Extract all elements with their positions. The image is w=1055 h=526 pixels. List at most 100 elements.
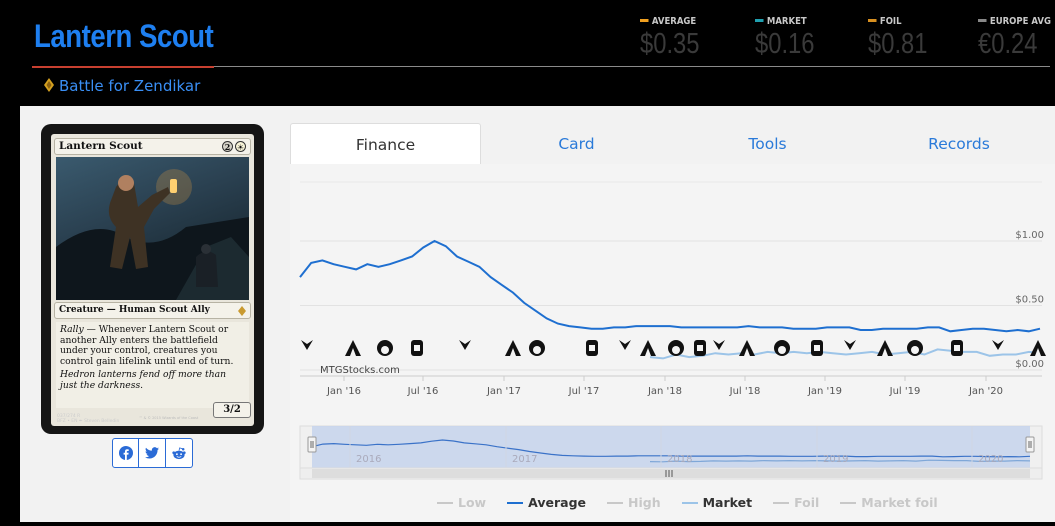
legend-label: Market foil [861, 495, 938, 510]
header-divider-accent [32, 66, 214, 68]
header: Lantern Scout AVERAGE $0.35 MARKET $0.16 FOI… [0, 0, 1055, 106]
series-average-line [299, 239, 1041, 333]
price-label: FOIL [868, 16, 930, 27]
navigator-tick-label: 2018 [667, 454, 692, 465]
price-value: $0.35 [640, 28, 700, 60]
price-label-text: MARKET [766, 16, 807, 27]
share-facebook-button[interactable] [112, 438, 139, 468]
x-tick-label: Jan '18 [647, 386, 682, 397]
navigator-tick-label: 2020 [978, 454, 1003, 465]
x-tick-label: Jan '20 [968, 386, 1003, 397]
chart-legend: Low Average High Market Foil Market foil [437, 495, 959, 510]
x-tick-label: Jul '17 [568, 386, 600, 397]
collector-artist: BFZ • EN ✒ Steven Belledin [57, 419, 120, 424]
x-tick-label: Jul '18 [729, 386, 761, 397]
set-release-flag-icon[interactable] [907, 340, 923, 356]
card-rules-text: Rally — Whenever Lantern Scout or anothe… [60, 324, 234, 367]
y-tick-label: $0.50 [1015, 295, 1044, 306]
price-color-swatch [755, 19, 764, 22]
x-tick-label: Jul '19 [889, 386, 921, 397]
series-market-line [649, 348, 1043, 360]
tab-card[interactable]: Card [558, 135, 595, 153]
legend-item-foil[interactable]: Foil [773, 495, 819, 510]
price-label-text: EUROPE AVG [989, 16, 1051, 27]
set-release-flag-icon[interactable] [844, 340, 856, 352]
artwork-illustration [56, 169, 249, 300]
price-label-text: AVERAGE [651, 16, 697, 27]
price-value: €0.24 [978, 28, 1038, 60]
legend-item-market-foil[interactable]: Market foil [840, 495, 938, 510]
reddit-icon [172, 446, 186, 459]
set-release-flag-icon[interactable] [529, 340, 545, 356]
set-name: Battle for Zendikar [59, 77, 201, 95]
mana-cost: 2 ☀ [222, 141, 246, 152]
legend-label: Foil [794, 495, 820, 510]
mana-generic-icon: 2 [222, 141, 233, 152]
set-release-flag-icon[interactable] [992, 340, 1004, 352]
set-release-flag-icon[interactable] [345, 340, 361, 356]
navigator-tick-label: 2016 [356, 454, 381, 465]
navigator-handle-left[interactable] [307, 436, 317, 453]
set-release-flag-icon[interactable] [377, 340, 393, 356]
legend-item-high[interactable]: High [607, 495, 661, 510]
navigator-tick-label: 2019 [823, 454, 848, 465]
share-twitter-button[interactable] [139, 438, 166, 468]
price-color-swatch [640, 19, 649, 22]
set-release-flag-icon[interactable] [411, 340, 423, 356]
set-release-flag-icon[interactable] [301, 340, 313, 352]
card-image[interactable]: Lantern Scout 2 ☀ Creature — Human Scout… [41, 124, 264, 434]
price-history-chart[interactable]: $1.00 $0.50 $0.00 Jan '16 Jul '16 Jan '17 Jul … [290, 164, 1055, 522]
set-release-flag-icon[interactable] [459, 340, 471, 352]
scrollbar-thumb [312, 469, 1030, 478]
legend-item-average[interactable]: Average [507, 495, 586, 510]
share-reddit-button[interactable] [166, 438, 193, 468]
legend-swatch [773, 501, 790, 504]
x-tick-label: Jan '19 [807, 386, 842, 397]
set-release-flag-icon[interactable] [694, 340, 706, 356]
set-release-flag-icon[interactable] [739, 340, 755, 356]
price-label: EUROPE AVG [978, 16, 1051, 27]
rules-text-body: Whenever Lantern Scout or another Ally e… [60, 324, 234, 367]
tab-records[interactable]: Records [928, 135, 990, 153]
set-release-flag-icon[interactable] [668, 340, 684, 356]
set-release-flag-icon[interactable] [713, 340, 725, 352]
set-release-flag-icon[interactable] [951, 340, 963, 356]
x-tick-label: Jan '17 [486, 386, 521, 397]
set-release-flag-icon[interactable] [619, 340, 631, 352]
legend-swatch [607, 501, 623, 504]
tab-finance[interactable]: Finance [290, 123, 481, 165]
legend-swatch [681, 501, 698, 504]
price-color-swatch [978, 19, 987, 22]
set-link[interactable]: Battle for Zendikar [44, 77, 200, 95]
price-label-text: FOIL [879, 16, 902, 27]
card-text-box: Rally — Whenever Lantern Scout or anothe… [56, 322, 249, 408]
x-tick-label: Jan '16 [326, 386, 361, 397]
card-type-bar: Creature — Human Scout Ally [54, 302, 251, 319]
price-foil: FOIL $0.81 [868, 16, 941, 61]
price-value: $0.81 [868, 28, 928, 60]
legend-label: Low [458, 495, 487, 510]
set-release-flag-icon[interactable] [505, 340, 521, 356]
card-footer: 037/274 R BFZ • EN ✒ Steven Belledin [57, 414, 119, 424]
set-release-flag-icon[interactable] [640, 340, 656, 356]
set-release-flag-icon[interactable] [877, 340, 893, 356]
legend-label: High [628, 495, 661, 510]
legend-item-low[interactable]: Low [437, 495, 486, 510]
price-europe-avg: EUROPE AVG €0.24 [978, 16, 1055, 61]
legend-item-market[interactable]: Market [681, 495, 753, 510]
legend-swatch [437, 501, 453, 504]
set-release-flag-icon[interactable] [811, 340, 823, 356]
legend-label: Market [702, 495, 753, 510]
card-face: Lantern Scout 2 ☀ Creature — Human Scout… [51, 134, 254, 426]
navigator-handle-right[interactable] [1025, 436, 1035, 453]
card-name: Lantern Scout [59, 140, 143, 152]
finance-chart-area: $1.00 $0.50 $0.00 Jan '16 Jul '16 Jan '17 Jul … [290, 164, 1055, 522]
set-release-flag-icon[interactable] [1030, 340, 1046, 356]
legend-swatch [507, 501, 524, 504]
set-release-flag-icon[interactable] [774, 340, 790, 356]
legend-swatch [840, 501, 857, 504]
page-title: Lantern Scout [34, 18, 214, 54]
twitter-icon [145, 447, 159, 459]
tab-tools[interactable]: Tools [748, 135, 787, 153]
set-release-flag-icon[interactable] [586, 340, 598, 356]
